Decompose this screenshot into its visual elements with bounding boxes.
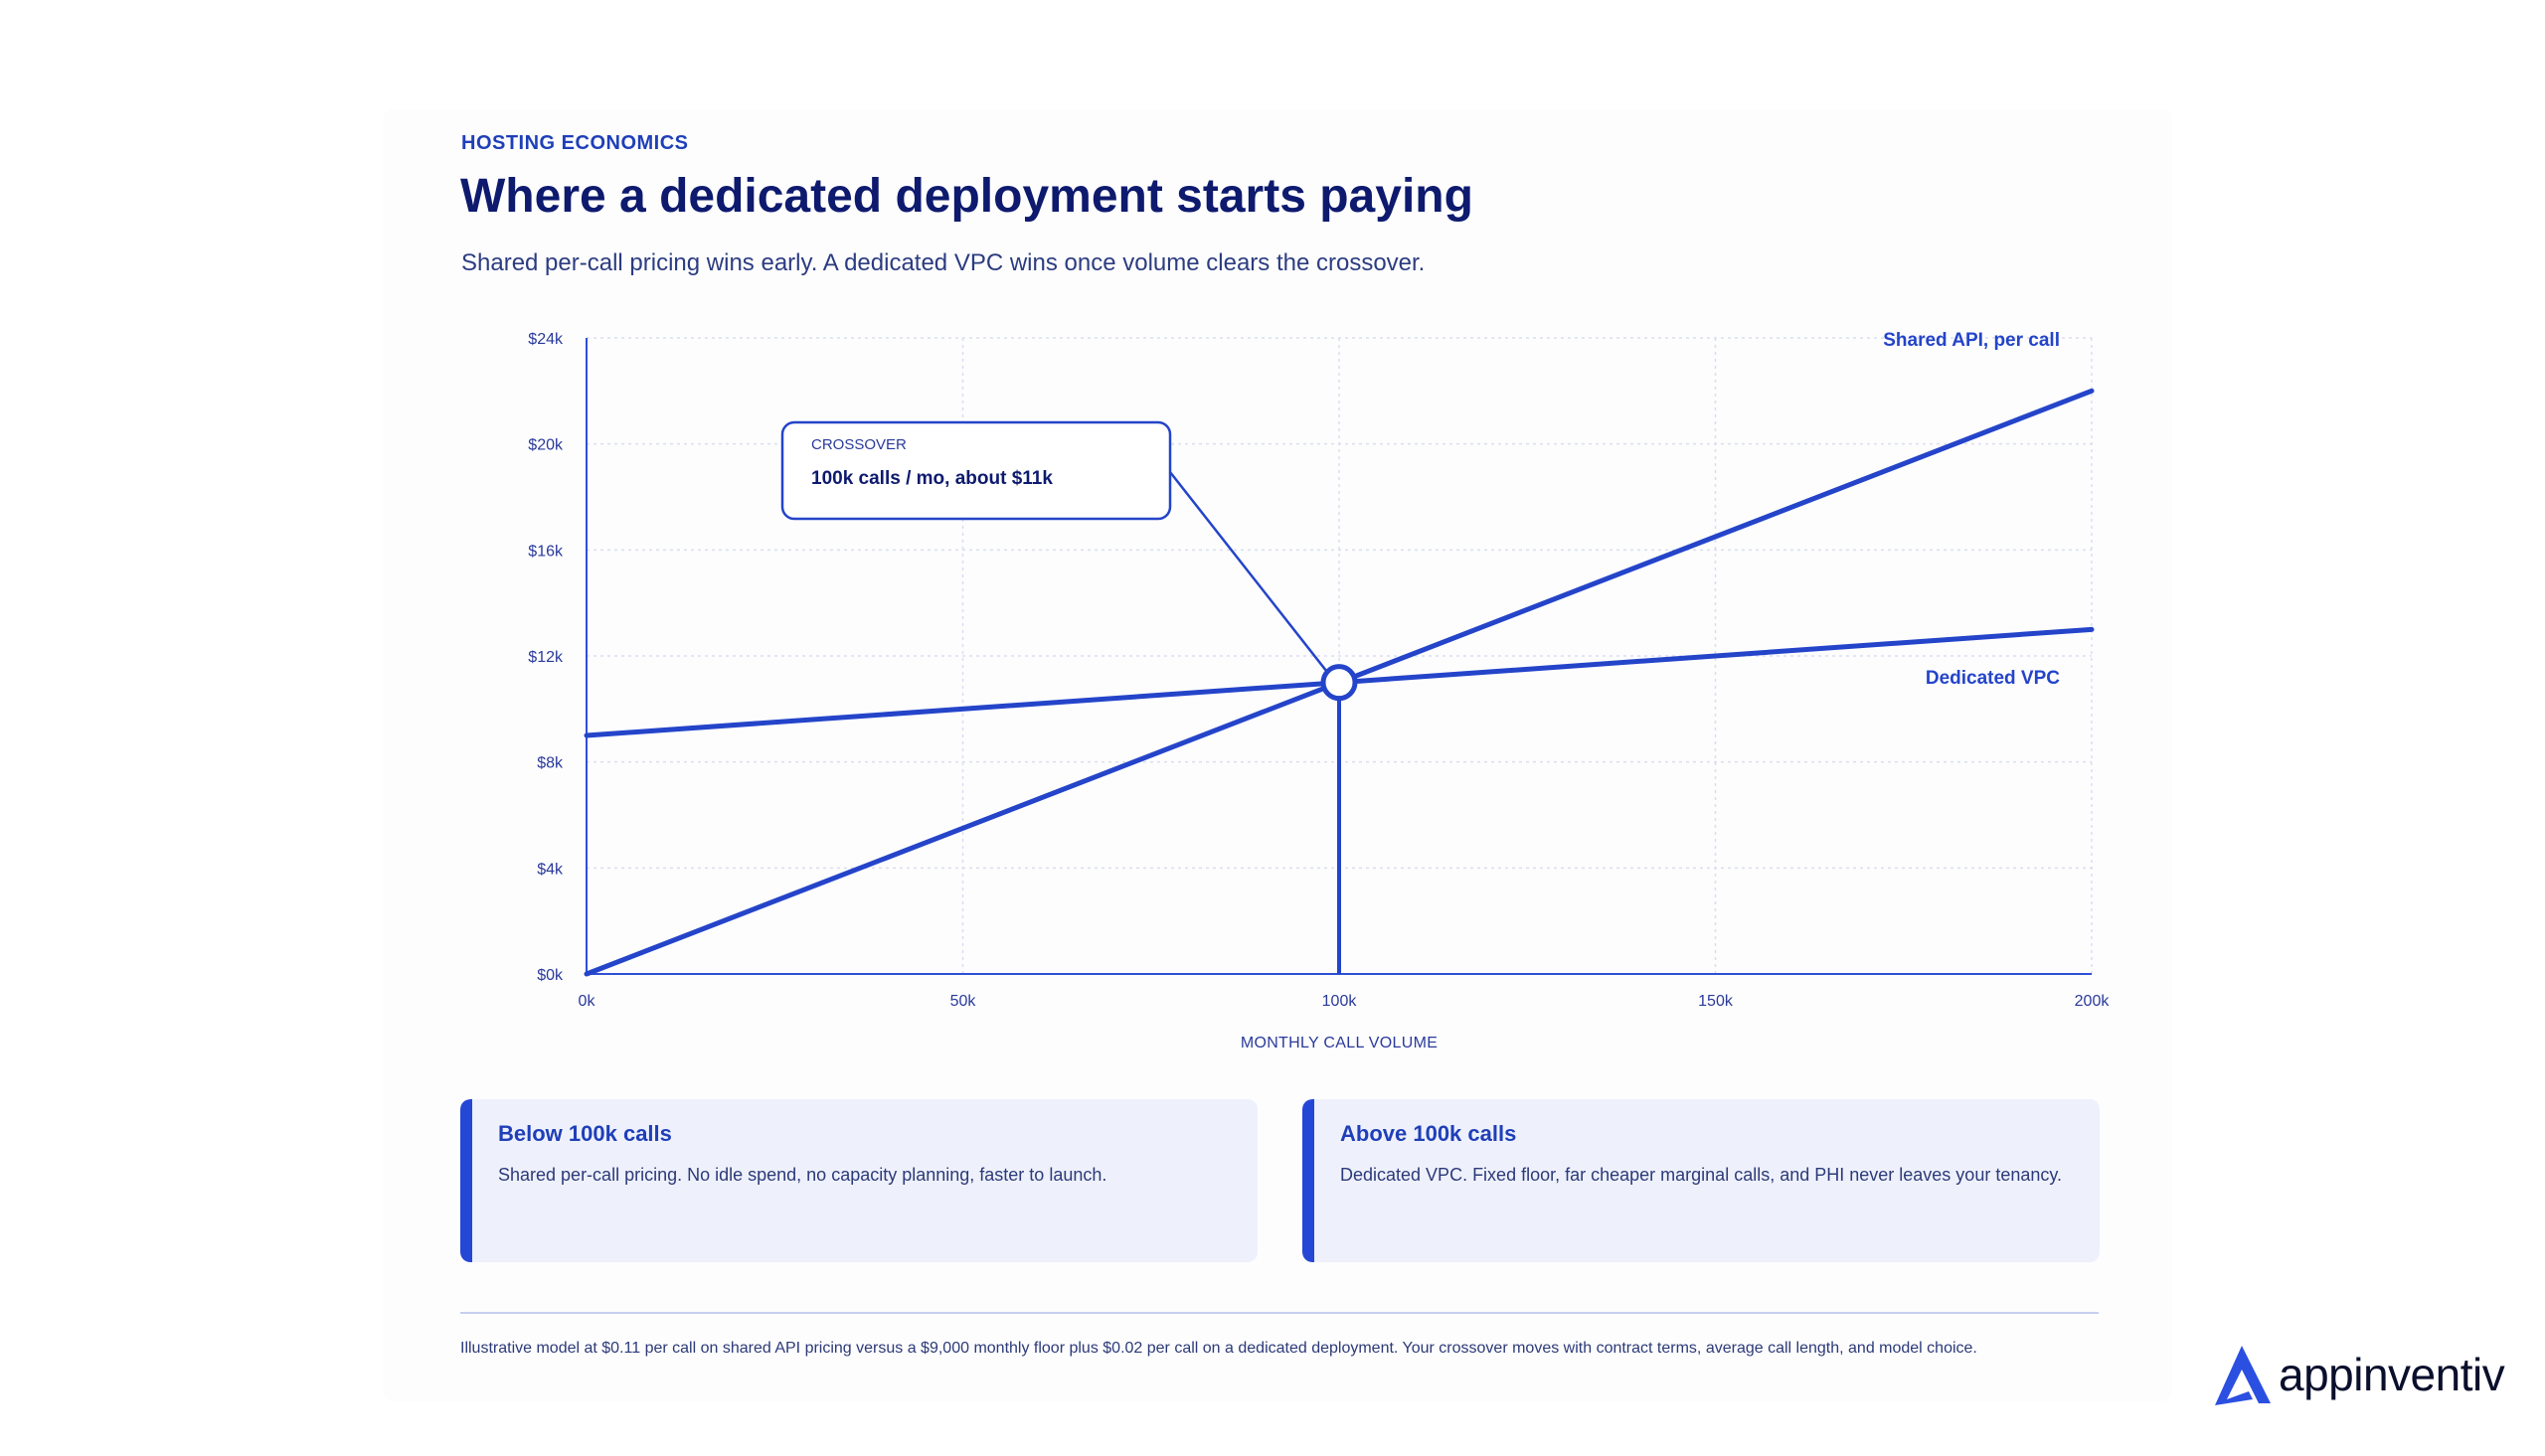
y-tick-label: $20k [528, 437, 564, 454]
y-tick-label: $0k [537, 967, 564, 984]
callout-leader-line [1169, 471, 1330, 676]
crossover-callout-box [780, 420, 1172, 521]
panel-body: Shared per-call pricing. No idle spend, … [498, 1165, 1107, 1185]
panel-above-crossover: Above 100k calls Dedicated VPC. Fixed fl… [1302, 1099, 2100, 1262]
crossover-chart: $0k $4k $8k $12k $16k $20k $24k 0k 50k 100k 150k 20… [528, 330, 2111, 1052]
x-axis-title: MONTHLY CALL VOLUME [1241, 1035, 1438, 1052]
panel-title: Below 100k calls [498, 1121, 672, 1146]
x-tick-label: 200k [2075, 993, 2111, 1010]
x-tick-label: 0k [579, 993, 596, 1010]
y-tick-label: $16k [528, 543, 564, 560]
x-tick-label: 50k [950, 993, 977, 1010]
x-tick-label: 100k [1322, 993, 1358, 1010]
panel-body: Dedicated VPC. Fixed floor, far cheaper … [1340, 1165, 2063, 1185]
brand-name: appinventiv [2279, 1349, 2505, 1400]
x-tick-label: 150k [1698, 993, 1734, 1010]
y-tick-label: $24k [528, 331, 564, 348]
annotation-layer: CROSSOVER 100k calls / mo, about $11k [780, 420, 1358, 974]
footnote: Illustrative model at $0.11 per call on … [460, 1340, 1977, 1357]
y-tick-label: $4k [537, 861, 564, 878]
page-subtitle: Shared per-call pricing wins early. A de… [461, 249, 1426, 276]
series-label-dedicated-vpc: Dedicated VPC [1926, 668, 2060, 689]
eyebrow-label: HOSTING ECONOMICS [461, 132, 689, 154]
panel-below-crossover: Below 100k calls Shared per-call pricing… [460, 1099, 1258, 1262]
y-tick-label: $8k [537, 755, 564, 772]
page-title: Where a dedicated deployment starts payi… [460, 170, 1473, 223]
y-tick-label: $12k [528, 649, 564, 666]
series-label-shared-api: Shared API, per call [1883, 330, 2060, 351]
panel-accent-bar [460, 1099, 472, 1262]
appinventiv-a-icon [2215, 1346, 2271, 1405]
callout-kicker: CROSSOVER [811, 436, 907, 453]
brand-logo: appinventiv [2209, 1340, 2505, 1409]
callout-text: 100k calls / mo, about $11k [811, 468, 1053, 489]
panel-accent-bar [1302, 1099, 1314, 1262]
crossover-marker [1320, 664, 1358, 702]
footnote-divider [460, 1312, 2099, 1314]
panel-title: Above 100k calls [1340, 1121, 1517, 1146]
